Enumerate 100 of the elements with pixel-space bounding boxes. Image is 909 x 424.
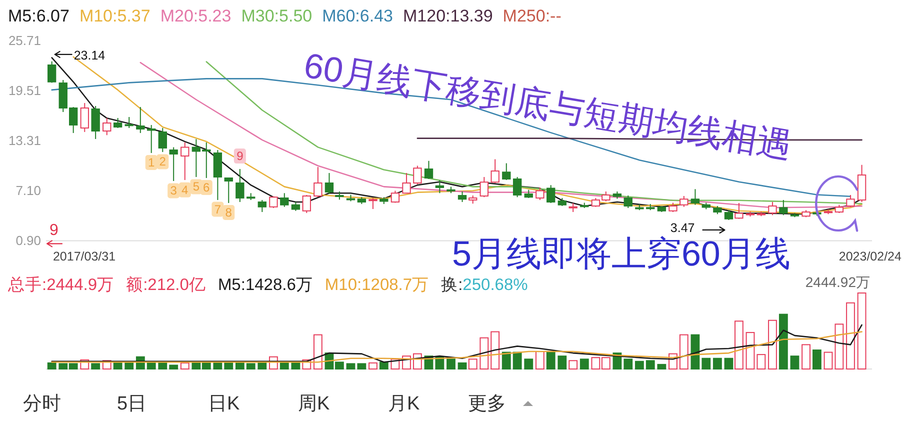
candlestick (734, 202, 744, 220)
text: 分时 (23, 394, 61, 414)
bar (679, 334, 688, 370)
annotation: 1 (148, 156, 155, 170)
bar (634, 360, 644, 370)
bar (624, 358, 633, 370)
candlestick (302, 194, 311, 214)
y-tick-label: 13.31 (8, 133, 41, 148)
bar (580, 358, 589, 370)
x-tick-label: 2023/02/24 (838, 250, 902, 264)
candlestick (413, 165, 422, 185)
bar (291, 362, 300, 370)
candlestick (657, 206, 666, 212)
candlestick (768, 202, 777, 216)
bar (657, 364, 666, 370)
bar (146, 362, 156, 370)
candlestick (236, 168, 244, 203)
bar (446, 358, 456, 370)
bar (778, 314, 788, 370)
candlestick (624, 195, 632, 208)
candlestick (746, 211, 755, 218)
text: 日K (208, 394, 240, 414)
bar (558, 356, 567, 370)
bar (280, 362, 289, 370)
candlestick (713, 206, 722, 215)
annotation: 9 (50, 222, 59, 240)
bar (768, 320, 777, 370)
annotation: 9 (236, 149, 244, 164)
bar (802, 344, 810, 370)
bar (646, 360, 655, 370)
candlestick (102, 118, 112, 136)
candlestick (424, 160, 434, 180)
candlestick (346, 194, 356, 202)
candlestick (169, 146, 178, 182)
bar (524, 358, 534, 370)
bar (368, 362, 378, 370)
candlestick (502, 162, 511, 180)
bar (702, 358, 711, 370)
candlestick (834, 204, 844, 214)
text: 月K (388, 394, 420, 414)
y-tick-label: 7.10 (16, 183, 41, 198)
y-tick-label: 0.90 (16, 233, 41, 248)
bar (158, 362, 168, 370)
bar (47, 362, 56, 370)
candlestick (224, 177, 233, 204)
candlestick (568, 202, 578, 212)
candlestick (147, 124, 156, 154)
candlestick (846, 194, 855, 208)
candlestick (390, 190, 400, 204)
y-tick-label: 25.71 (8, 33, 41, 48)
candlestick (512, 176, 522, 198)
bar (502, 352, 511, 370)
candlestick (524, 189, 533, 198)
bar (512, 352, 522, 370)
bar (458, 362, 467, 370)
candlestick (113, 118, 122, 128)
candlestick (802, 210, 810, 218)
annotation: 60月线下移到底与短期均线相遇 (301, 46, 795, 166)
candlestick (402, 172, 411, 194)
bar (258, 362, 267, 370)
bar (124, 362, 134, 370)
candlestick (158, 128, 167, 153)
y-tick-label: 19.51 (8, 83, 41, 98)
candlestick (612, 191, 622, 200)
annotation: 23.14 (74, 48, 106, 62)
bar (113, 362, 122, 370)
candlestick (668, 202, 678, 212)
candlestick (756, 211, 766, 217)
candlestick (468, 195, 478, 204)
annotation: 5 (192, 180, 200, 194)
candlestick (91, 106, 100, 140)
bar (724, 358, 734, 370)
bar (235, 362, 244, 370)
candlestick (857, 164, 866, 203)
candlestick (136, 106, 145, 134)
annotation: 3.47 (670, 220, 695, 235)
annotation: 7 (214, 202, 222, 216)
bar (169, 364, 178, 370)
candlestick (246, 192, 256, 200)
candlestick (446, 186, 456, 194)
candlestick (635, 204, 644, 211)
candlestick (779, 199, 788, 216)
bar (546, 352, 556, 370)
bar (480, 337, 489, 370)
bar (357, 363, 366, 370)
annotation: 4 (182, 182, 189, 197)
candlestick (458, 191, 467, 203)
candlestick (546, 184, 556, 204)
candlestick (335, 191, 344, 200)
annotation: 3 (170, 184, 178, 198)
bar (857, 292, 866, 370)
bar (224, 362, 234, 370)
candlestick (324, 172, 334, 194)
legend: M5:6.07 M10:5.37 M20:5.23 M30:5.50 M60:6.43 M120:13.39 M250:-- (8, 6, 562, 26)
bar (790, 356, 800, 370)
annotation: 6 (203, 180, 210, 194)
candlestick (558, 197, 566, 207)
candlestick (724, 210, 734, 220)
annotation: 2 (159, 154, 166, 169)
text: 周K (298, 394, 330, 414)
